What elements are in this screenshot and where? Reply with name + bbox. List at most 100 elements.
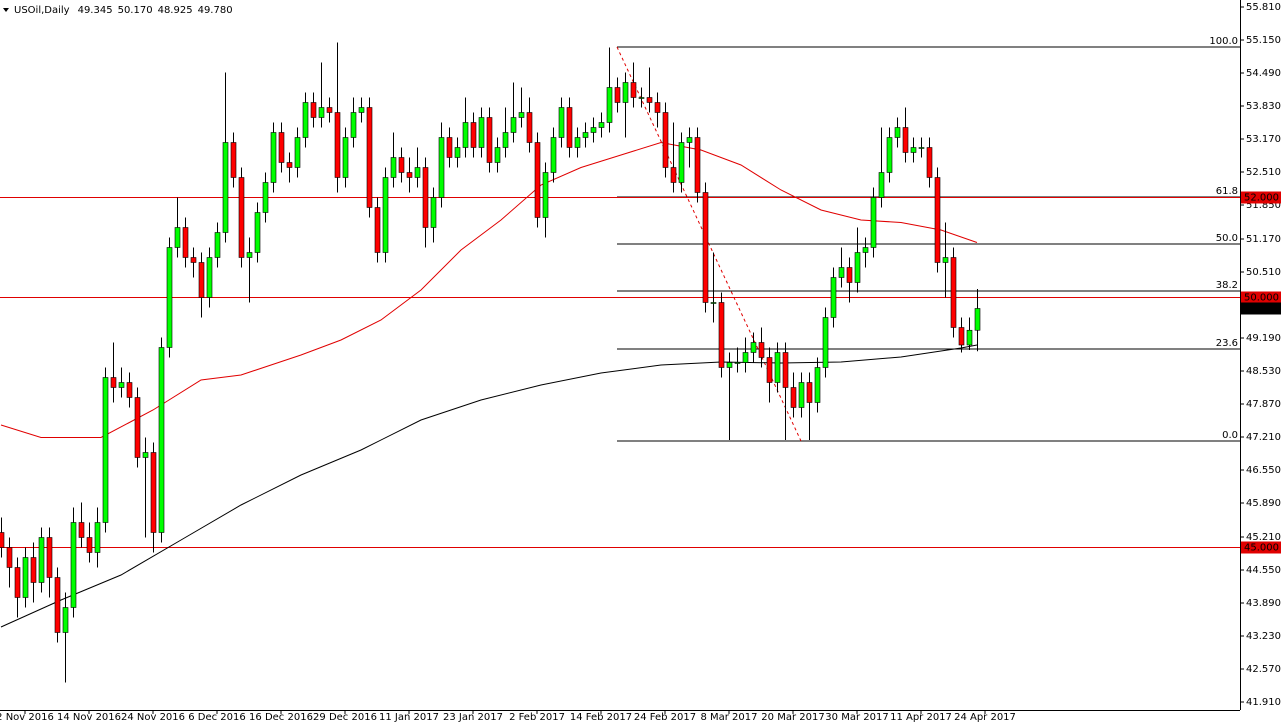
candle-body [630,82,637,98]
candle-body [886,137,893,173]
candle-body [486,117,493,163]
candle-body [326,107,333,113]
moving-average [0,344,978,628]
candle-body [798,382,805,408]
candle-body [22,557,29,598]
candle-body [334,112,341,178]
candle-body [742,352,749,363]
candle-body [726,362,733,368]
symbol-title: USOil,Daily [14,5,70,16]
candle-body [446,137,453,158]
y-tick-label: 53.170 [1246,134,1281,145]
candle-body [694,137,701,193]
candle-body [62,607,69,633]
candle-body [414,167,421,178]
current-price-label: 49.780 [1244,304,1279,315]
y-tick-label: 52.510 [1246,167,1281,178]
y-tick-label: 47.870 [1246,399,1281,410]
fib-level-label: 23.6 [1216,338,1238,349]
x-tick-label: 2 Feb 2017 [509,712,565,723]
y-tick-label: 43.890 [1246,598,1281,609]
x-tick-label: 11 Jan 2017 [379,712,439,723]
candle-body [342,137,349,178]
candle-body [638,97,645,99]
candle-body [862,247,869,253]
candle-body [942,257,949,263]
candle-body [766,357,773,383]
x-tick-label: 24 Feb 2017 [634,712,696,723]
candle-body [470,122,477,148]
candle-body [190,257,197,263]
candle-body [670,167,677,183]
fib-level-label: 38.2 [1216,280,1238,291]
candle-body [502,132,509,148]
candle-body [406,172,413,178]
candle-body [238,177,245,258]
candle-body [422,167,429,228]
candle-body [918,147,925,149]
y-tick-label: 44.550 [1246,565,1281,576]
candle-body [974,308,981,331]
candle-body [390,157,397,178]
candle-body [182,227,189,258]
y-tick-label: 43.230 [1246,631,1281,642]
candle-body [478,117,485,148]
ohlc-value: 50.170 [118,5,153,16]
candle-body [830,277,837,318]
candle-body [398,157,405,173]
y-tick-label: 55.810 [1246,2,1281,13]
fib-level-label: 61.8 [1216,186,1238,197]
candle-body [582,132,589,138]
candle-body [806,382,813,403]
candle-body [878,172,885,198]
menu-icon [3,8,9,12]
y-tick-label: 45.890 [1246,498,1281,509]
candle-body [294,137,301,168]
candle-body [142,452,149,458]
ohlc-value: 49.780 [198,5,233,16]
x-tick-label: 30 Mar 2017 [825,712,888,723]
y-tick-label: 42.570 [1246,664,1281,675]
y-tick-label: 54.490 [1246,68,1281,79]
candle-body [382,177,389,253]
candle-body [222,142,229,233]
x-tick-label: 16 Dec 2016 [249,712,313,723]
candle-body [110,377,117,388]
candle-body [70,522,77,608]
x-tick-label: 8 Mar 2017 [700,712,757,723]
candle-body [782,352,789,388]
candle-body [814,367,821,403]
candle-body [46,537,53,578]
y-tick-label: 55.150 [1246,35,1281,46]
x-tick-label: 11 Apr 2017 [890,712,952,723]
x-tick-label: 2 Nov 2016 [0,712,54,723]
candle-body [854,252,861,283]
candle-body [894,127,901,138]
candle-body [54,577,61,633]
x-tick-label: 24 Nov 2016 [121,712,185,723]
candle-body [950,257,957,328]
candle-body [614,87,621,103]
y-tick-label: 53.830 [1246,101,1281,112]
candle-body [590,127,597,133]
candle-body [542,172,549,218]
y-tick-label: 48.530 [1246,366,1281,377]
candle-body [454,147,461,158]
candle-body [758,342,765,358]
candle-body [926,147,933,178]
candle-body [430,197,437,228]
candle-body [678,142,685,183]
candle-body [870,197,877,248]
candle-body [102,377,109,523]
y-tick-label: 50.510 [1246,267,1281,278]
candle-body [230,142,237,178]
candle-body [550,137,557,173]
candle-body [166,247,173,348]
candle-body [702,192,709,303]
candle-body [838,267,845,278]
candle-body [750,342,757,353]
candle-body [510,117,517,133]
candle-body [278,132,285,163]
candle-body [710,302,717,304]
